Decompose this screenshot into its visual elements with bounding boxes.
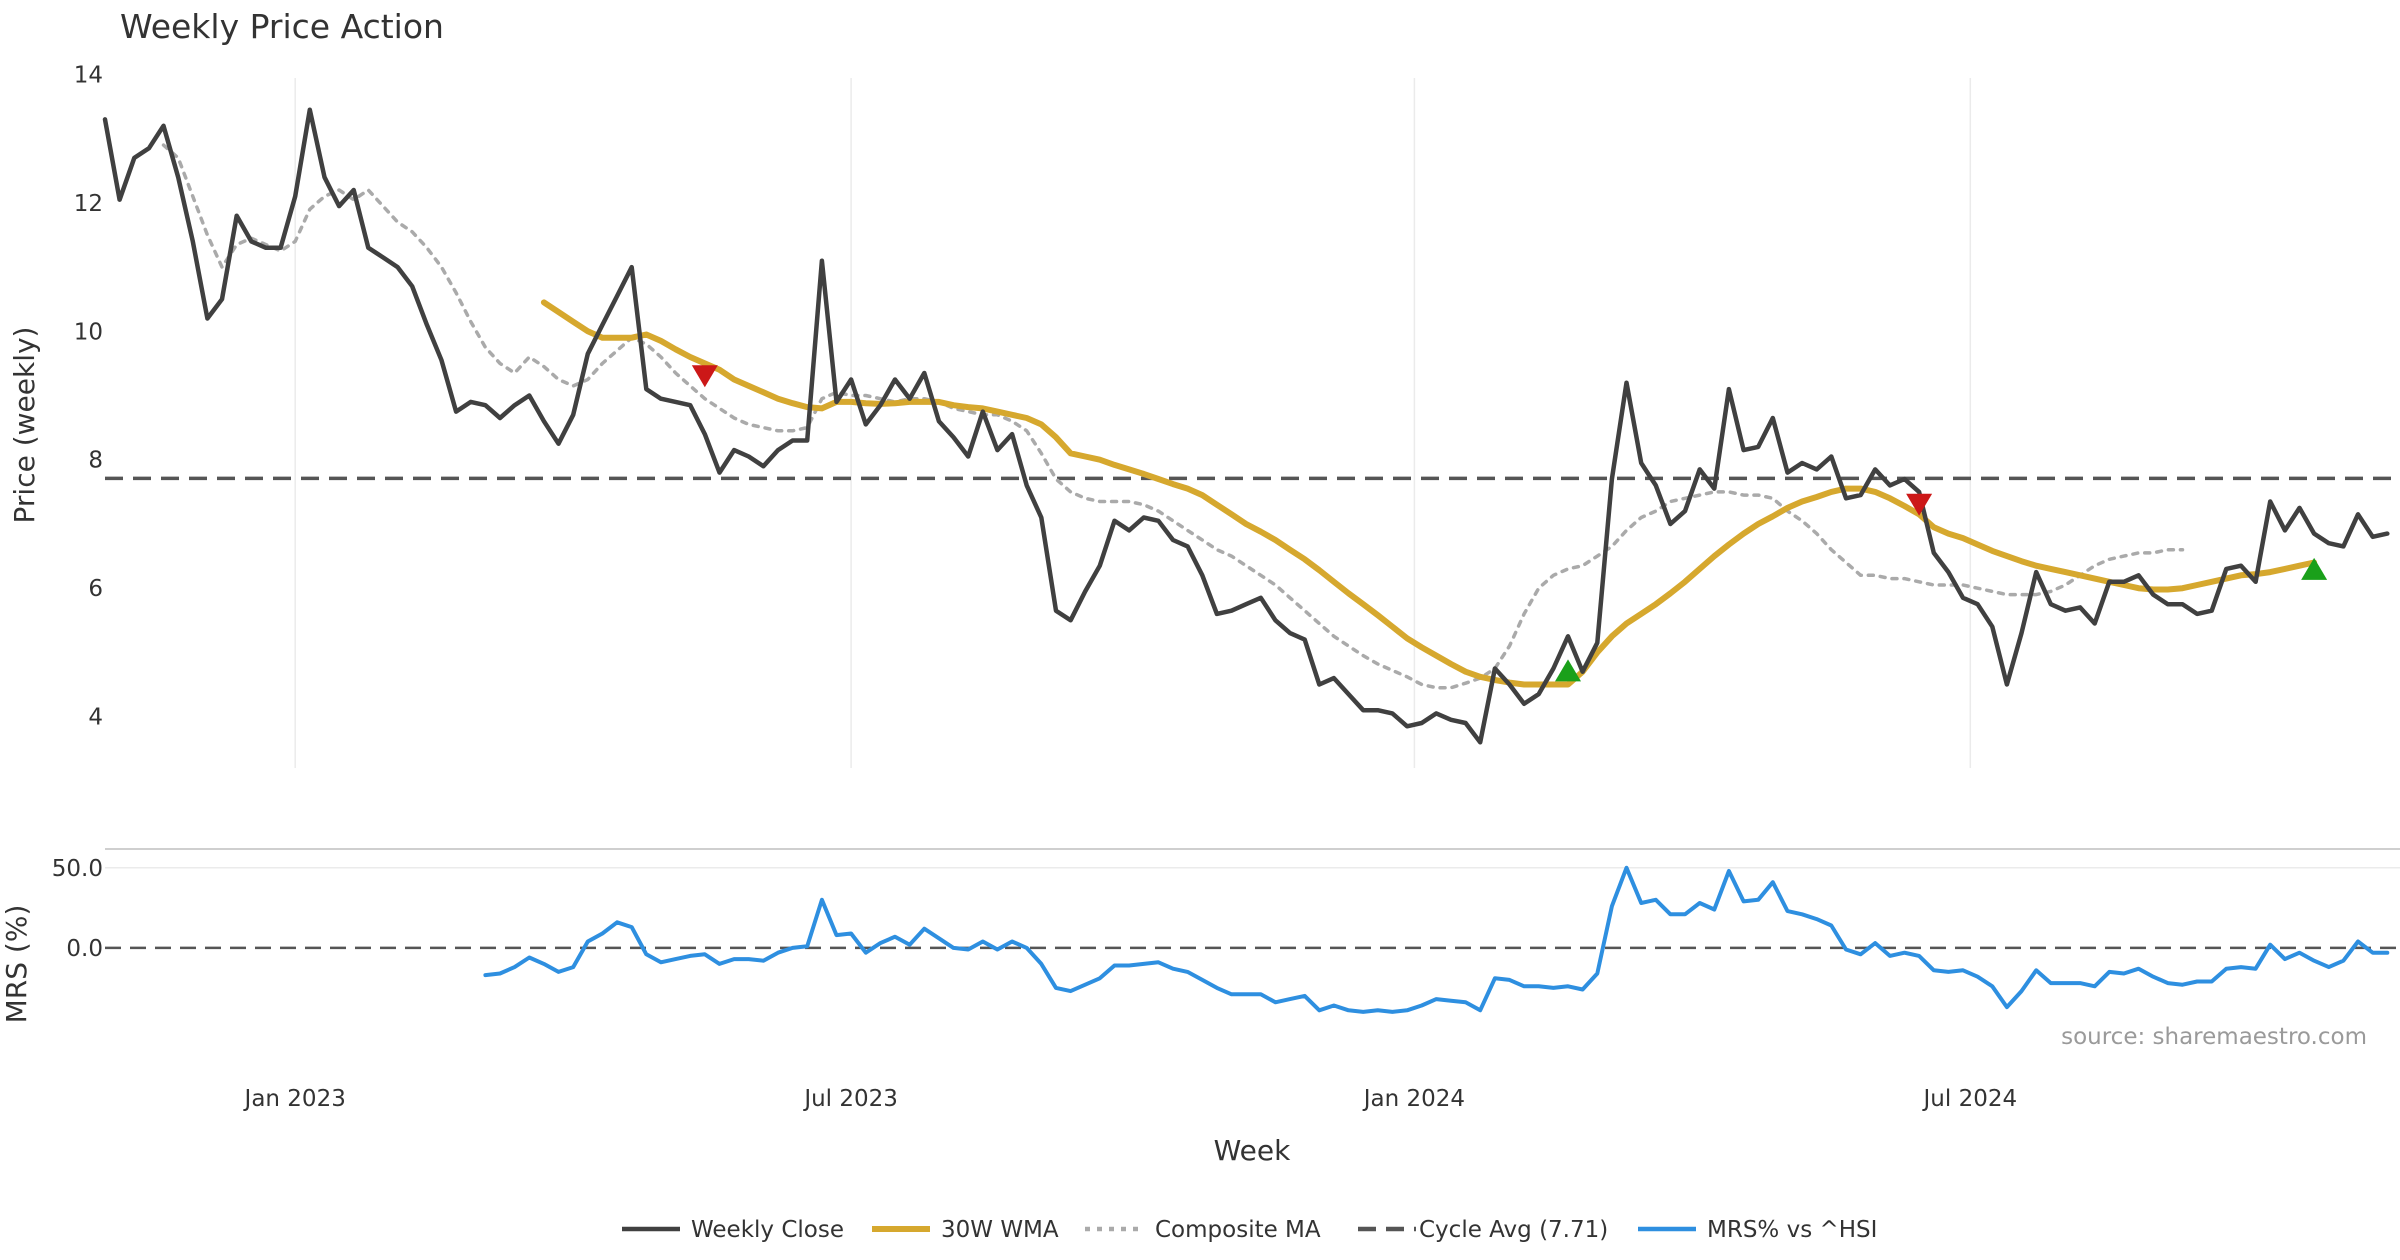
legend-label-weekly-close: Weekly Close [691, 1217, 844, 1243]
x-axis-title: Week [1214, 1134, 1291, 1167]
signal-markers [691, 365, 2328, 682]
source-note: source: sharemaestro.com [2061, 1024, 2367, 1050]
mrs-axis-title: MRS (%) [0, 905, 33, 1024]
legend-item-mrs: MRS% vs ^HSI [1638, 1217, 1877, 1243]
wma-30w-series [540, 299, 2318, 688]
weekly-close-series [102, 107, 2390, 745]
legend-item-cycle-avg: Cycle Avg (7.71) [1358, 1217, 1608, 1243]
price-tick-label: 4 [88, 705, 103, 731]
reference-lines [105, 476, 2400, 950]
composite-ma-series [161, 143, 2185, 690]
legend-item-weekly-close: Weekly Close [622, 1217, 844, 1243]
mrs-series [483, 865, 2390, 1014]
sell-signal-marker [1906, 493, 1933, 516]
sell-signal-marker [691, 365, 718, 388]
buy-signal-marker [1555, 659, 1581, 682]
mrs-tick-label: 50.0 [52, 856, 103, 882]
legend-label-wma: 30W WMA [941, 1217, 1059, 1243]
legend-item-composite-ma: Composite MA [1085, 1217, 1321, 1243]
price-tick-label: 8 [88, 448, 103, 474]
x-tick-label: Jan 2024 [1362, 1086, 1465, 1112]
price-tick-label: 6 [88, 576, 103, 602]
price-tick-label: 14 [74, 62, 103, 88]
legend: Weekly Close 30W WMA Composite MA Cycle … [622, 1217, 1877, 1243]
buy-signal-marker [2301, 557, 2328, 580]
grid-layer [105, 78, 2400, 869]
price-axis-title: Price (weekly) [8, 327, 41, 524]
x-tick-label: Jul 2023 [802, 1086, 898, 1112]
x-tick-label: Jul 2024 [1922, 1086, 2018, 1112]
series-layer [102, 107, 2390, 1014]
price-tick-label: 12 [74, 191, 103, 217]
price-tick-label: 10 [74, 319, 103, 345]
x-tick-label: Jan 2023 [243, 1086, 346, 1112]
legend-label-mrs: MRS% vs ^HSI [1707, 1217, 1877, 1243]
mrs-tick-label: 0.0 [66, 936, 103, 962]
legend-item-wma: 30W WMA [872, 1217, 1059, 1243]
legend-label-cycle-avg: Cycle Avg (7.71) [1419, 1217, 1608, 1243]
legend-label-composite-ma: Composite MA [1155, 1217, 1321, 1243]
chart-title: Weekly Price Action [120, 7, 444, 46]
